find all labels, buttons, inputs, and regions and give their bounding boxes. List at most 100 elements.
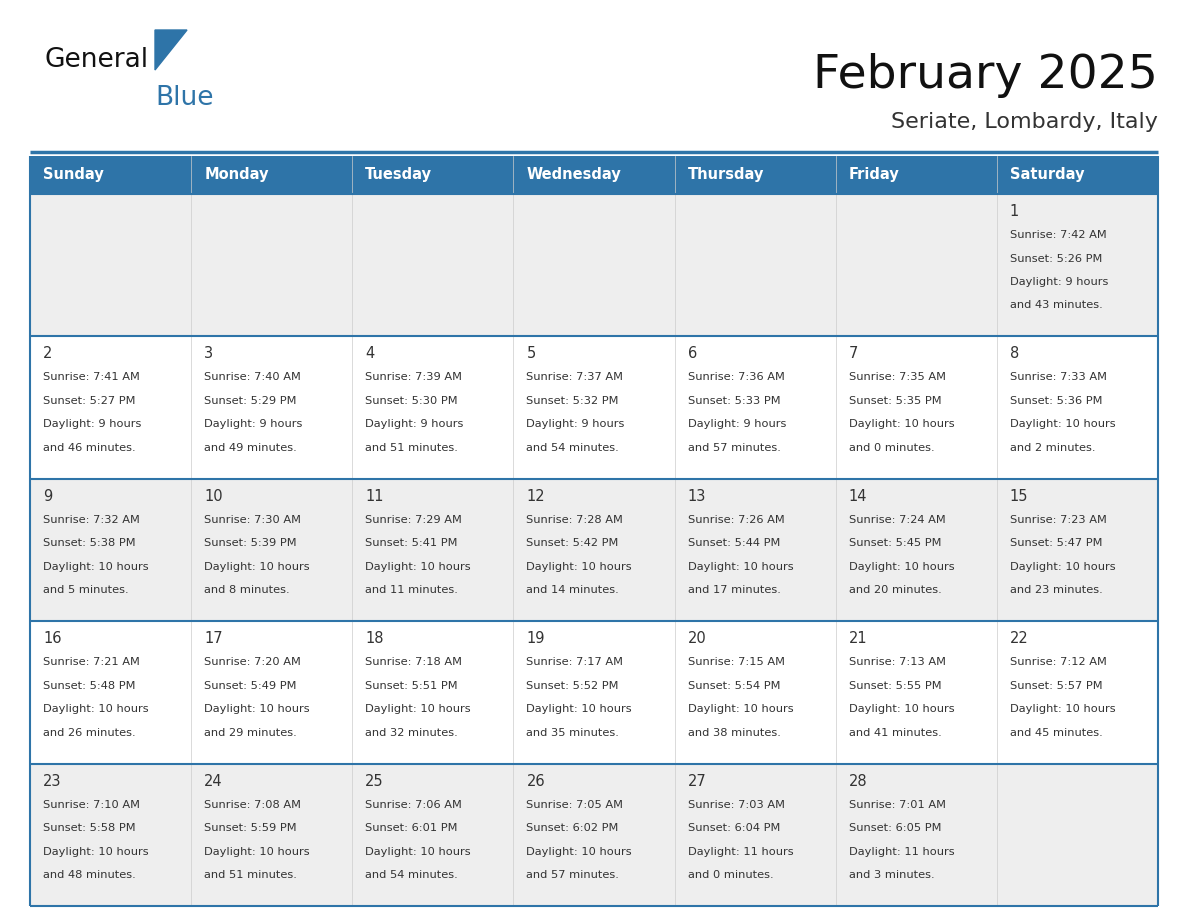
Bar [30, 479, 1158, 621]
Text: Sunset: 5:30 PM: Sunset: 5:30 PM [365, 396, 457, 406]
Text: Sunset: 5:54 PM: Sunset: 5:54 PM [688, 681, 781, 690]
Text: 5: 5 [526, 346, 536, 362]
Text: Tuesday: Tuesday [365, 167, 432, 183]
Text: Daylight: 11 hours: Daylight: 11 hours [688, 846, 794, 856]
Text: and 32 minutes.: and 32 minutes. [365, 728, 459, 738]
Text: Daylight: 10 hours: Daylight: 10 hours [526, 562, 632, 572]
Text: Sunset: 6:05 PM: Sunset: 6:05 PM [848, 823, 941, 834]
Bar [30, 156, 1158, 194]
Text: Daylight: 11 hours: Daylight: 11 hours [848, 846, 954, 856]
Text: and 0 minutes.: and 0 minutes. [688, 870, 773, 880]
Text: Sunrise: 7:13 AM: Sunrise: 7:13 AM [848, 657, 946, 667]
Text: 24: 24 [204, 774, 223, 789]
Text: 14: 14 [848, 488, 867, 504]
Text: Sunset: 6:02 PM: Sunset: 6:02 PM [526, 823, 619, 834]
Text: Daylight: 10 hours: Daylight: 10 hours [204, 846, 310, 856]
Text: 2: 2 [43, 346, 52, 362]
Bar [30, 764, 1158, 906]
Text: and 57 minutes.: and 57 minutes. [526, 870, 619, 880]
Text: and 38 minutes.: and 38 minutes. [688, 728, 781, 738]
Text: Sunrise: 7:06 AM: Sunrise: 7:06 AM [365, 800, 462, 810]
Text: Sunset: 5:47 PM: Sunset: 5:47 PM [1010, 538, 1102, 548]
Text: General: General [45, 47, 150, 73]
Text: Sunset: 5:59 PM: Sunset: 5:59 PM [204, 823, 297, 834]
Text: Sunset: 5:45 PM: Sunset: 5:45 PM [848, 538, 941, 548]
Text: Sunset: 5:42 PM: Sunset: 5:42 PM [526, 538, 619, 548]
Text: and 14 minutes.: and 14 minutes. [526, 586, 619, 595]
Text: Sunset: 5:58 PM: Sunset: 5:58 PM [43, 823, 135, 834]
Text: Sunset: 6:01 PM: Sunset: 6:01 PM [365, 823, 457, 834]
Text: Daylight: 9 hours: Daylight: 9 hours [204, 420, 303, 430]
Text: Sunrise: 7:21 AM: Sunrise: 7:21 AM [43, 657, 140, 667]
Text: Sunset: 5:35 PM: Sunset: 5:35 PM [848, 396, 941, 406]
Text: Sunrise: 7:26 AM: Sunrise: 7:26 AM [688, 515, 784, 525]
Text: Sunrise: 7:24 AM: Sunrise: 7:24 AM [848, 515, 946, 525]
Text: and 48 minutes.: and 48 minutes. [43, 870, 135, 880]
Text: Sunrise: 7:08 AM: Sunrise: 7:08 AM [204, 800, 301, 810]
Text: and 41 minutes.: and 41 minutes. [848, 728, 941, 738]
Text: and 5 minutes.: and 5 minutes. [43, 586, 128, 595]
Bar [30, 621, 1158, 764]
Text: Daylight: 9 hours: Daylight: 9 hours [365, 420, 463, 430]
Text: Daylight: 10 hours: Daylight: 10 hours [365, 846, 470, 856]
Text: Daylight: 10 hours: Daylight: 10 hours [1010, 420, 1116, 430]
Text: and 46 minutes.: and 46 minutes. [43, 442, 135, 453]
Text: and 20 minutes.: and 20 minutes. [848, 586, 941, 595]
Text: Daylight: 10 hours: Daylight: 10 hours [688, 562, 794, 572]
Text: and 17 minutes.: and 17 minutes. [688, 586, 781, 595]
Text: Daylight: 10 hours: Daylight: 10 hours [43, 562, 148, 572]
Text: Sunrise: 7:37 AM: Sunrise: 7:37 AM [526, 373, 624, 383]
Text: Sunset: 5:57 PM: Sunset: 5:57 PM [1010, 681, 1102, 690]
Text: 17: 17 [204, 632, 223, 646]
Text: Daylight: 10 hours: Daylight: 10 hours [526, 704, 632, 714]
Text: and 57 minutes.: and 57 minutes. [688, 442, 781, 453]
Text: 23: 23 [43, 774, 62, 789]
Text: Sunrise: 7:39 AM: Sunrise: 7:39 AM [365, 373, 462, 383]
Text: Sunset: 5:32 PM: Sunset: 5:32 PM [526, 396, 619, 406]
Text: Sunrise: 7:15 AM: Sunrise: 7:15 AM [688, 657, 784, 667]
Text: Daylight: 10 hours: Daylight: 10 hours [848, 420, 954, 430]
Text: and 49 minutes.: and 49 minutes. [204, 442, 297, 453]
Text: 4: 4 [365, 346, 374, 362]
Text: 20: 20 [688, 632, 707, 646]
Text: and 23 minutes.: and 23 minutes. [1010, 586, 1102, 595]
Text: Daylight: 10 hours: Daylight: 10 hours [1010, 562, 1116, 572]
Text: Seriate, Lombardy, Italy: Seriate, Lombardy, Italy [891, 112, 1158, 132]
Text: Daylight: 10 hours: Daylight: 10 hours [43, 704, 148, 714]
Text: Sunset: 5:39 PM: Sunset: 5:39 PM [204, 538, 297, 548]
Text: Sunset: 5:55 PM: Sunset: 5:55 PM [848, 681, 941, 690]
Text: Sunrise: 7:23 AM: Sunrise: 7:23 AM [1010, 515, 1107, 525]
Text: 13: 13 [688, 488, 706, 504]
Text: Sunrise: 7:18 AM: Sunrise: 7:18 AM [365, 657, 462, 667]
Text: Sunrise: 7:30 AM: Sunrise: 7:30 AM [204, 515, 301, 525]
Text: and 45 minutes.: and 45 minutes. [1010, 728, 1102, 738]
Text: and 29 minutes.: and 29 minutes. [204, 728, 297, 738]
Bar [30, 194, 1158, 336]
Text: 3: 3 [204, 346, 214, 362]
Text: Sunset: 5:44 PM: Sunset: 5:44 PM [688, 538, 781, 548]
Text: 9: 9 [43, 488, 52, 504]
Text: 19: 19 [526, 632, 545, 646]
Text: Sunrise: 7:33 AM: Sunrise: 7:33 AM [1010, 373, 1107, 383]
Text: Daylight: 9 hours: Daylight: 9 hours [526, 420, 625, 430]
Text: Sunset: 5:36 PM: Sunset: 5:36 PM [1010, 396, 1102, 406]
Text: 11: 11 [365, 488, 384, 504]
Text: 6: 6 [688, 346, 697, 362]
Text: Daylight: 10 hours: Daylight: 10 hours [848, 562, 954, 572]
Text: Sunrise: 7:36 AM: Sunrise: 7:36 AM [688, 373, 784, 383]
Text: 12: 12 [526, 488, 545, 504]
Text: Daylight: 10 hours: Daylight: 10 hours [204, 704, 310, 714]
Text: and 2 minutes.: and 2 minutes. [1010, 442, 1095, 453]
Text: Wednesday: Wednesday [526, 167, 621, 183]
Text: Sunrise: 7:28 AM: Sunrise: 7:28 AM [526, 515, 624, 525]
Text: 27: 27 [688, 774, 707, 789]
Text: Sunset: 5:26 PM: Sunset: 5:26 PM [1010, 253, 1102, 263]
Text: Thursday: Thursday [688, 167, 764, 183]
Bar [30, 336, 1158, 479]
Text: Sunrise: 7:01 AM: Sunrise: 7:01 AM [848, 800, 946, 810]
Text: 22: 22 [1010, 632, 1029, 646]
Text: Sunrise: 7:29 AM: Sunrise: 7:29 AM [365, 515, 462, 525]
Text: Daylight: 9 hours: Daylight: 9 hours [1010, 277, 1108, 287]
Text: Daylight: 10 hours: Daylight: 10 hours [526, 846, 632, 856]
Text: and 54 minutes.: and 54 minutes. [365, 870, 459, 880]
